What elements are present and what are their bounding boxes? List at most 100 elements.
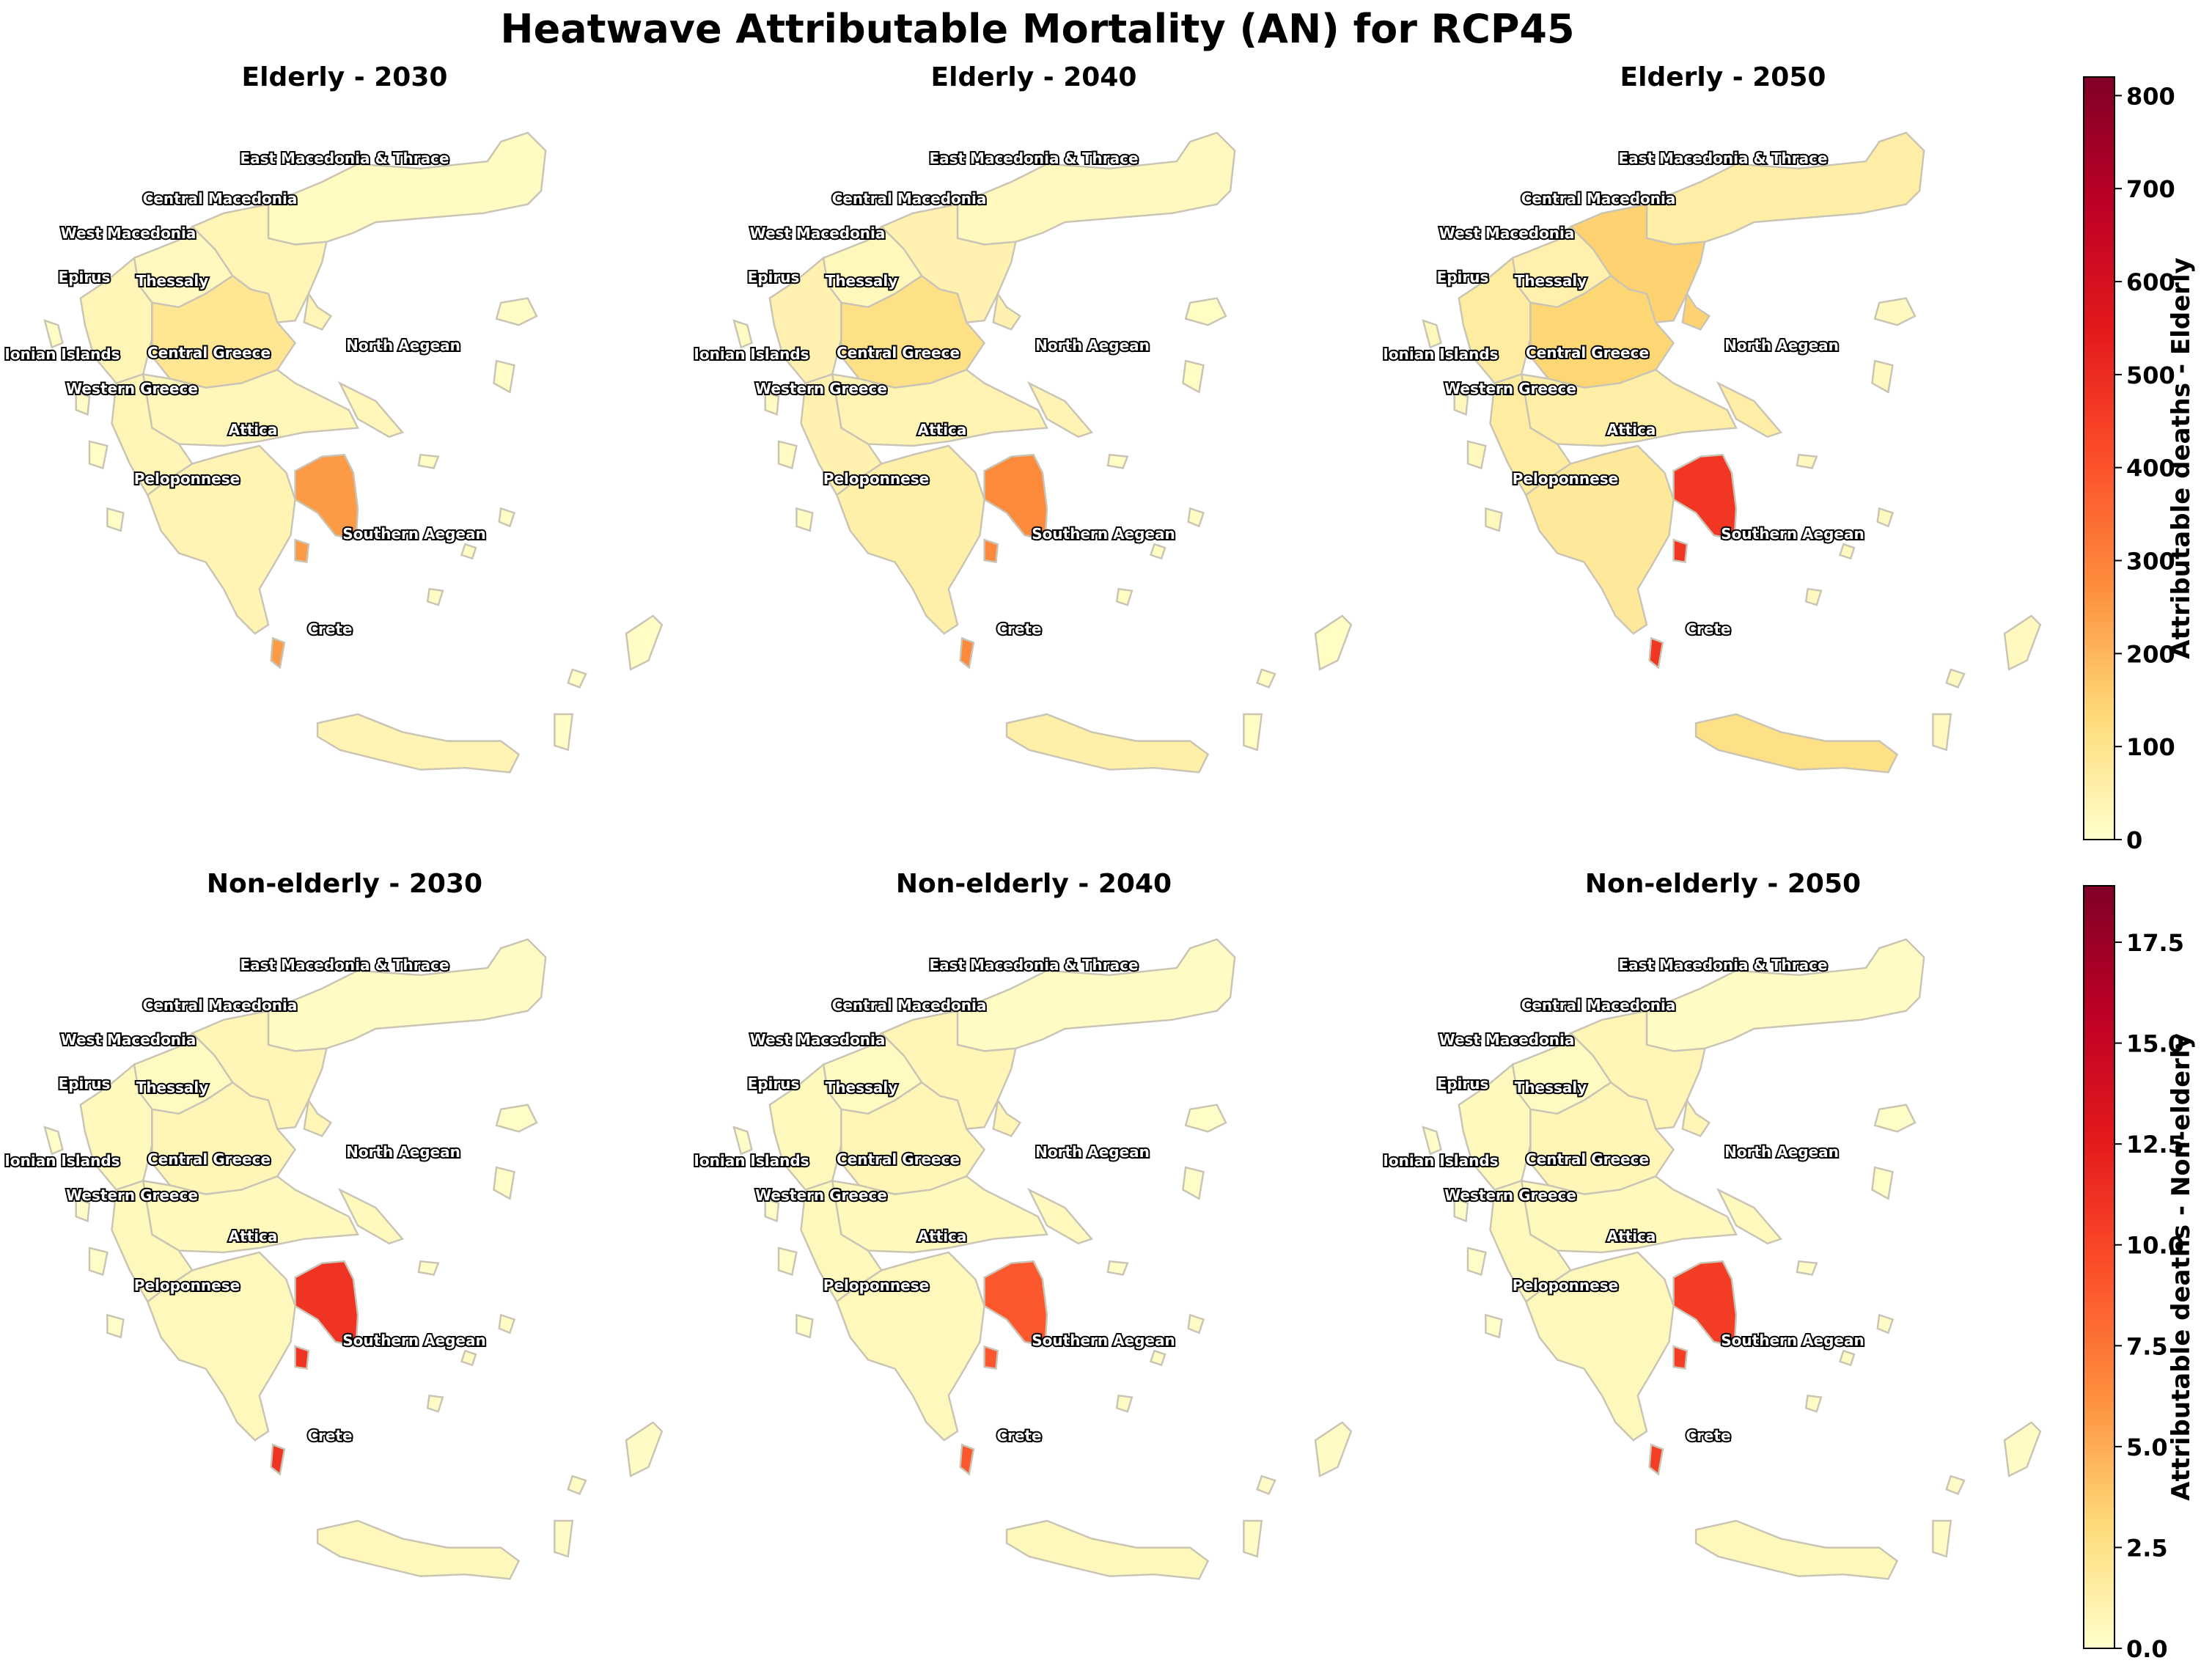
region-shape bbox=[1672, 1260, 1738, 1348]
region-shape bbox=[1182, 1166, 1205, 1200]
region-label: Central Macedonia bbox=[832, 190, 987, 208]
region-label: West Macedonia bbox=[1439, 224, 1575, 242]
region-shape bbox=[1422, 1126, 1442, 1156]
map-canvas: East Macedonia & Thrace Central Macedonia… bbox=[1381, 131, 2042, 774]
map-panel: Non-elderly - 2030 East Macedonia & Thrac… bbox=[0, 869, 689, 1646]
map-canvas: East Macedonia & Thrace Central Macedonia… bbox=[1381, 938, 2042, 1580]
region-label: Attica bbox=[1607, 421, 1656, 438]
region-shape bbox=[625, 1421, 664, 1477]
region-label: Southern Aegean bbox=[342, 1332, 485, 1349]
colorbar: 0.0 2.5 5.0 7.5 10.0 12.5 15.0 17.5 bbox=[2083, 885, 2184, 1663]
region-shape bbox=[795, 1313, 814, 1339]
region-shape bbox=[1804, 1394, 1823, 1413]
region-label: Attica bbox=[229, 421, 278, 438]
region-shape bbox=[1871, 359, 1894, 394]
region-shape bbox=[831, 368, 1048, 447]
region-shape bbox=[142, 368, 359, 447]
region-shape bbox=[1453, 1197, 1469, 1223]
region-label: Attica bbox=[918, 421, 967, 438]
region-label: Attica bbox=[918, 1227, 967, 1245]
region-shape bbox=[1648, 636, 1664, 669]
map-panel: Non-elderly - 2050 East Macedonia & Thrac… bbox=[1378, 869, 2068, 1646]
region-label: Epirus bbox=[59, 268, 111, 286]
region-shape bbox=[43, 319, 64, 349]
region-shape bbox=[1681, 291, 1711, 331]
region-shape bbox=[567, 668, 587, 689]
colorbar-tick-label: 800 bbox=[2126, 82, 2175, 110]
region-label: Peloponnese bbox=[1513, 1277, 1618, 1294]
region-label: Western Greece bbox=[1444, 380, 1576, 397]
region-shape bbox=[1106, 453, 1129, 469]
region-shape bbox=[764, 1197, 780, 1223]
region-shape bbox=[1466, 440, 1487, 470]
region-shape bbox=[1524, 1251, 1675, 1442]
region-label: Southern Aegean bbox=[1032, 1332, 1175, 1349]
region-shape bbox=[1466, 1247, 1487, 1277]
region-shape bbox=[303, 291, 333, 331]
map-canvas: East Macedonia & Thrace Central Macedonia… bbox=[692, 131, 1353, 774]
region-shape bbox=[983, 1345, 999, 1370]
region-label: Central Greece bbox=[147, 1150, 271, 1168]
colorbar-tick-label: 17.5 bbox=[2126, 929, 2184, 957]
region-shape bbox=[1115, 587, 1133, 606]
region-label: West Macedonia bbox=[750, 224, 886, 242]
region-shape bbox=[1838, 1349, 1856, 1367]
region-label: North Aegean bbox=[1035, 1143, 1150, 1161]
region-label: Thessaly bbox=[1515, 1079, 1587, 1096]
map-panel: Elderly - 2040 East Macedonia & Thrace Cen… bbox=[689, 62, 1378, 840]
region-shape bbox=[1184, 297, 1227, 326]
region-shape bbox=[1838, 543, 1856, 560]
region-shape bbox=[270, 1443, 286, 1476]
region-shape bbox=[43, 1126, 64, 1156]
region-shape bbox=[1873, 297, 1917, 326]
region-shape bbox=[316, 713, 521, 774]
region-shape bbox=[1106, 1260, 1129, 1276]
region-label: North Aegean bbox=[346, 337, 460, 354]
region-shape bbox=[146, 1251, 296, 1442]
panel-title: Non-elderly - 2040 bbox=[895, 869, 1172, 899]
region-shape bbox=[426, 587, 444, 606]
panel-title: Non-elderly - 2050 bbox=[1584, 869, 1862, 899]
region-shape bbox=[1187, 1313, 1205, 1335]
region-shape bbox=[106, 507, 125, 532]
colorbar-tick-label: 15.0 bbox=[2126, 1030, 2184, 1058]
region-label: Peloponnese bbox=[823, 470, 929, 488]
region-shape bbox=[1694, 1519, 1899, 1580]
region-label: Attica bbox=[229, 1227, 278, 1245]
region-shape bbox=[1716, 1187, 1783, 1245]
region-label: West Macedonia bbox=[61, 1031, 196, 1049]
region-shape bbox=[337, 1187, 405, 1245]
region-shape bbox=[88, 1247, 109, 1277]
colorbar-label: Attributable deaths - Non-elderly bbox=[2167, 1033, 2196, 1501]
region-shape bbox=[983, 453, 1048, 541]
region-label: Peloponnese bbox=[134, 470, 240, 488]
region-shape bbox=[303, 1098, 333, 1137]
region-label: Central Macedonia bbox=[832, 996, 987, 1014]
region-shape bbox=[959, 1443, 975, 1476]
region-shape bbox=[460, 543, 477, 560]
region-label: North Aegean bbox=[1035, 337, 1150, 354]
region-shape bbox=[1796, 453, 1818, 469]
colorbar-tick-label: 400 bbox=[2126, 455, 2175, 482]
region-shape bbox=[1672, 1345, 1689, 1370]
region-shape bbox=[567, 1475, 587, 1495]
region-shape bbox=[460, 1349, 477, 1367]
region-label: West Macedonia bbox=[1439, 1031, 1575, 1049]
region-label: Central Macedonia bbox=[143, 996, 298, 1014]
region-shape bbox=[1314, 1421, 1353, 1477]
colorbar-tick-label: 12.5 bbox=[2126, 1131, 2184, 1159]
region-shape bbox=[1694, 713, 1899, 774]
region-shape bbox=[732, 319, 753, 349]
region-label: Peloponnese bbox=[134, 1277, 240, 1294]
region-label: Peloponnese bbox=[823, 1277, 929, 1294]
region-label: Crete bbox=[996, 620, 1041, 638]
region-label: Southern Aegean bbox=[342, 525, 485, 543]
map-panel: Non-elderly - 2040 East Macedonia & Thrac… bbox=[689, 869, 1378, 1646]
map-canvas: East Macedonia & Thrace Central Macedonia… bbox=[3, 938, 664, 1580]
region-shape bbox=[554, 1519, 574, 1558]
region-shape bbox=[294, 1345, 310, 1370]
panel-title: Elderly - 2030 bbox=[241, 62, 448, 92]
panel-title: Non-elderly - 2030 bbox=[206, 869, 483, 899]
region-label: East Macedonia & Thrace bbox=[929, 956, 1138, 974]
region-label: East Macedonia & Thrace bbox=[240, 150, 449, 167]
